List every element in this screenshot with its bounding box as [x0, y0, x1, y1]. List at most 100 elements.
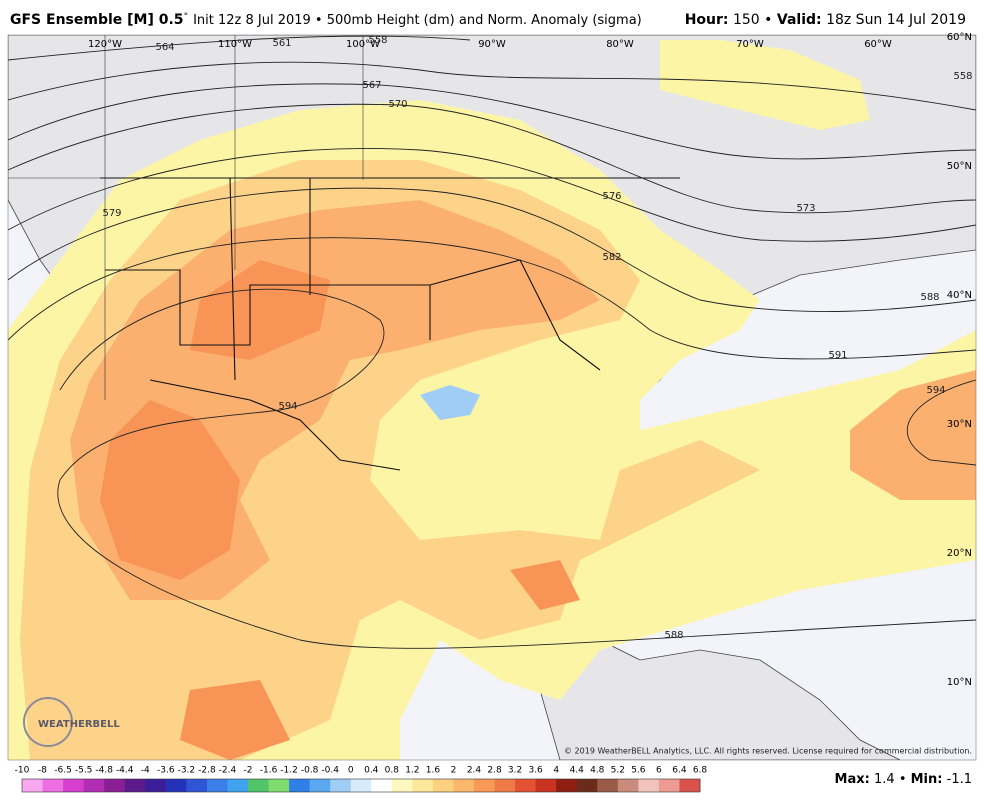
- colorbar-label: 2: [451, 766, 457, 776]
- anomaly-negative: [420, 385, 480, 420]
- latitude-label: 10°N: [947, 677, 972, 688]
- colorbar-label: 3.2: [508, 766, 522, 776]
- contour: [8, 61, 976, 111]
- colorbar-label: -5.5: [75, 766, 93, 776]
- footer-stats: Max: 1.4 • Min: -1.1: [835, 772, 972, 787]
- contour-label: 594: [278, 401, 297, 412]
- colorbar-swatch: [22, 779, 44, 792]
- valid-label: Valid:: [777, 12, 822, 28]
- header-left: GFS Ensemble [M] 0.5° Init 12z 8 Jul 2019…: [10, 12, 642, 29]
- longitude-label: 90°W: [478, 39, 506, 50]
- contour-label: 588: [664, 630, 683, 641]
- colorbar-label: -10: [15, 766, 30, 776]
- latitude-label: 20°N: [947, 548, 972, 559]
- contour: [8, 35, 471, 61]
- colorbar-label: 6.8: [693, 766, 708, 776]
- contour-label: 564: [155, 42, 174, 53]
- latitude-label: 40°N: [947, 290, 972, 301]
- colorbar-swatch: [515, 779, 537, 792]
- colorbar-label: 0.8: [385, 766, 400, 776]
- colorbar-label: -4: [141, 766, 150, 776]
- contour-label: 561: [272, 38, 291, 49]
- latitude-label: 30°N: [947, 419, 972, 430]
- colorbar-label: 1.2: [405, 766, 419, 776]
- colorbar-label: -1.6: [260, 766, 278, 776]
- colorbar-swatch: [556, 779, 578, 792]
- colorbar: -10 -8 -6.5 -5.5 -4.8 -4.4 -4 -3.6 -3.2 -2.8 -2.4-…: [15, 766, 708, 793]
- colorbar-swatch: [330, 779, 352, 792]
- colorbar-swatch: [186, 779, 208, 792]
- colorbar-swatch: [124, 779, 146, 792]
- contour-label: 567: [362, 80, 381, 91]
- longitude-label: 80°W: [606, 39, 634, 50]
- colorbar-swatch: [206, 779, 228, 792]
- colorbar-label: 6: [656, 766, 662, 776]
- longitude-label: 100°W: [346, 39, 380, 50]
- colorbar-swatch: [248, 779, 270, 792]
- colorbar-label: -6.5: [54, 766, 72, 776]
- colorbar-swatch: [474, 779, 496, 792]
- longitude-label: 60°W: [864, 39, 892, 50]
- latitude-label: 60°N: [947, 32, 972, 43]
- degree: °: [184, 12, 189, 22]
- hour: 150: [733, 12, 760, 28]
- colorbar-label: -1.2: [280, 766, 298, 776]
- colorbar-swatch: [391, 779, 413, 792]
- colorbar-swatch: [145, 779, 167, 792]
- anomaly-weak: [660, 40, 870, 130]
- contour-label: 591: [828, 350, 847, 361]
- contour-label: 579: [102, 208, 121, 219]
- colorbar-swatch: [597, 779, 619, 792]
- colorbar-swatch: [104, 779, 126, 792]
- map: [8, 35, 976, 760]
- colorbar-swatch: [453, 779, 475, 792]
- longitude-label: 120°W: [88, 39, 122, 50]
- colorbar-swatch: [227, 779, 249, 792]
- colorbar-label: 5.2: [611, 766, 625, 776]
- colorbar-swatch: [309, 779, 331, 792]
- colorbar-frame: [21, 778, 701, 793]
- colorbar-swatch: [350, 779, 372, 792]
- longitude-label: 110°W: [218, 39, 252, 50]
- colorbar-swatch: [42, 779, 64, 792]
- colorbar-label: -8: [38, 766, 47, 776]
- colorbar-label: -0.4: [321, 766, 339, 776]
- subtitle: Init 12z 8 Jul 2019 • 500mb Height (dm) …: [193, 13, 642, 28]
- longitude-label: 70°W: [736, 39, 764, 50]
- colorbar-label: 4.4: [570, 766, 585, 776]
- anomaly-strong: [850, 370, 976, 500]
- min-label: Min:: [911, 772, 943, 787]
- contour-label: 558: [368, 35, 387, 46]
- copyright: © 2019 WeatherBELL Analytics, LLC. All r…: [564, 747, 972, 756]
- colorbar-swatch: [617, 779, 639, 792]
- colorbar-swatch: [432, 779, 454, 792]
- colorbar-label: -3.6: [157, 766, 175, 776]
- colorbar-label: 2.8: [487, 766, 502, 776]
- colorbar-swatch: [268, 779, 290, 792]
- contour: [8, 148, 976, 242]
- borders: [100, 177, 680, 471]
- map-frame: [7, 34, 977, 761]
- logo-text: WEATHERBELL: [38, 719, 120, 730]
- contour-label: 594: [926, 385, 945, 396]
- colorbar-swatch: [412, 779, 434, 792]
- separator: •: [899, 772, 907, 787]
- latitude-label: 50°N: [947, 161, 972, 172]
- colorbar-swatch: [535, 779, 557, 792]
- separator: •: [764, 12, 772, 28]
- colorbar-label: 4: [553, 766, 559, 776]
- contour: [57, 288, 976, 649]
- colorbar-label: 3.6: [528, 766, 543, 776]
- colorbar-label: 5.6: [631, 766, 646, 776]
- colorbar-label: -2.4: [219, 766, 237, 776]
- logo: WEATHERBELL: [23, 697, 120, 747]
- colorbar-swatch: [63, 779, 85, 792]
- max: 1.4: [874, 772, 895, 787]
- hour-label: Hour:: [685, 12, 729, 28]
- contour: [907, 379, 976, 466]
- contour-label: 570: [388, 99, 407, 110]
- contour-label: 558: [953, 71, 972, 82]
- colorbar-swatch: [658, 779, 680, 792]
- min: -1.1: [947, 772, 972, 787]
